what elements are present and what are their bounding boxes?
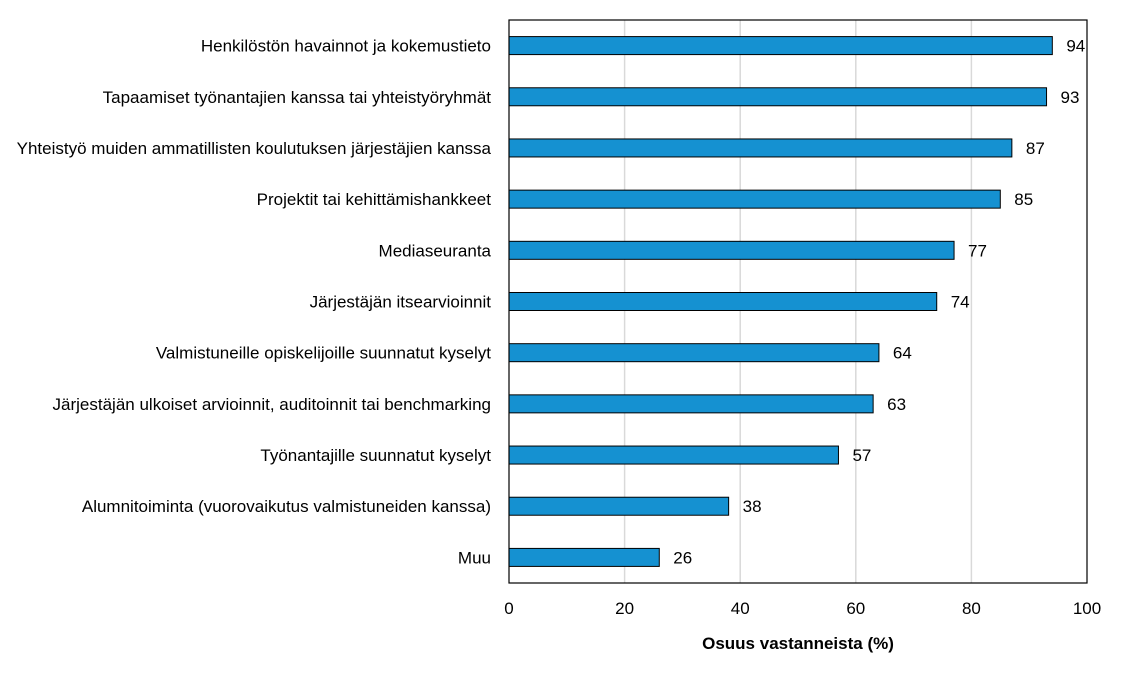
x-tick-label: 20: [615, 599, 634, 618]
value-label: 85: [1014, 190, 1033, 209]
bars: [508, 36, 1053, 567]
value-label: 57: [852, 446, 871, 465]
x-tick-label: 80: [962, 599, 981, 618]
bar: [508, 138, 1013, 158]
category-label: Alumnitoiminta (vuorovaikutus valmistune…: [82, 497, 491, 516]
x-tick-label: 0: [504, 599, 513, 618]
bar: [508, 36, 1053, 56]
bar: [508, 445, 839, 465]
x-tick-label: 40: [731, 599, 750, 618]
value-label: 87: [1026, 139, 1045, 158]
bar: [508, 87, 1048, 107]
bar: [508, 292, 938, 311]
category-label: Projektit tai kehittämishankkeet: [257, 190, 492, 209]
bar: [508, 343, 880, 363]
category-label: Työnantajille suunnatut kyselyt: [260, 446, 491, 465]
value-label: 38: [743, 497, 762, 516]
bar: [508, 189, 1001, 209]
category-labels: Henkilöstön havainnot ja kokemustieto Tap…: [17, 37, 492, 568]
x-tick-label: 100: [1073, 599, 1101, 618]
value-label: 77: [968, 241, 987, 260]
value-label: 64: [893, 344, 912, 363]
category-label: Valmistuneille opiskelijoille suunnatut …: [156, 344, 491, 363]
category-label: Mediaseuranta: [379, 241, 492, 260]
bar: [508, 547, 660, 567]
bar: [508, 496, 730, 516]
plot-frame: [508, 19, 1088, 584]
value-label: 94: [1066, 37, 1085, 56]
value-label: 93: [1061, 88, 1080, 107]
x-axis-ticks: 0 20 40 60 80 100: [504, 599, 1101, 618]
value-labels: 94 93 87 85 77 74 64 63 57 38 26: [673, 37, 1085, 568]
bar: [508, 394, 874, 414]
value-label: 63: [887, 395, 906, 414]
value-label: 74: [951, 293, 970, 312]
category-label: Järjestäjän ulkoiset arvioinnit, auditoi…: [53, 395, 491, 414]
bar: [508, 240, 955, 260]
category-label: Yhteistyö muiden ammatillisten koulutuks…: [17, 139, 492, 158]
category-label: Henkilöstön havainnot ja kokemustieto: [201, 37, 491, 56]
category-label: Muu: [458, 548, 491, 567]
x-tick-label: 60: [846, 599, 865, 618]
x-axis-title: Osuus vastanneista (%): [702, 634, 894, 653]
category-label: Järjestäjän itsearvioinnit: [310, 293, 492, 312]
value-label: 26: [673, 548, 692, 567]
category-label: Tapaamiset työnantajien kanssa tai yhtei…: [103, 88, 492, 107]
